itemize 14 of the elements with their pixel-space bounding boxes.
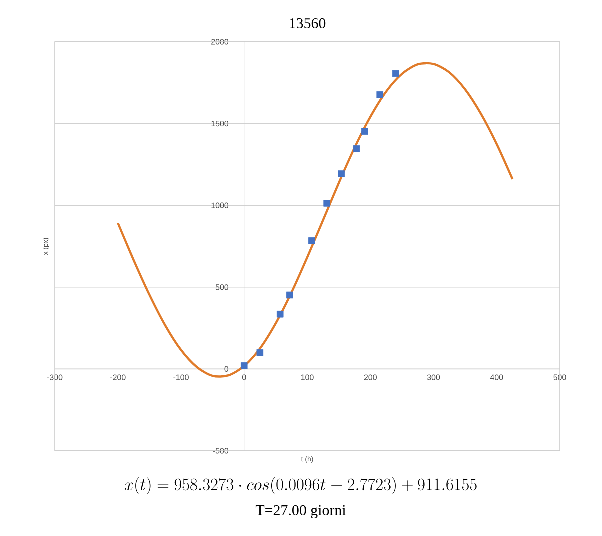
point (256, 349, 264, 356)
point (338, 170, 345, 178)
point (392, 70, 400, 78)
point (308, 238, 316, 244)
point (276, 310, 284, 318)
point (240, 362, 248, 370)
chart-title: 13560 (290, 18, 326, 28)
point (362, 128, 368, 136)
point (324, 200, 330, 207)
point (353, 146, 360, 152)
text: $x(t) = 958.3273 \cdot cos(0.0096t - 2.7723) + 911.6155$ (124, 477, 477, 495)
point (376, 91, 384, 98)
text: T=27.00 giorni (256, 505, 346, 519)
point (286, 292, 294, 299)
